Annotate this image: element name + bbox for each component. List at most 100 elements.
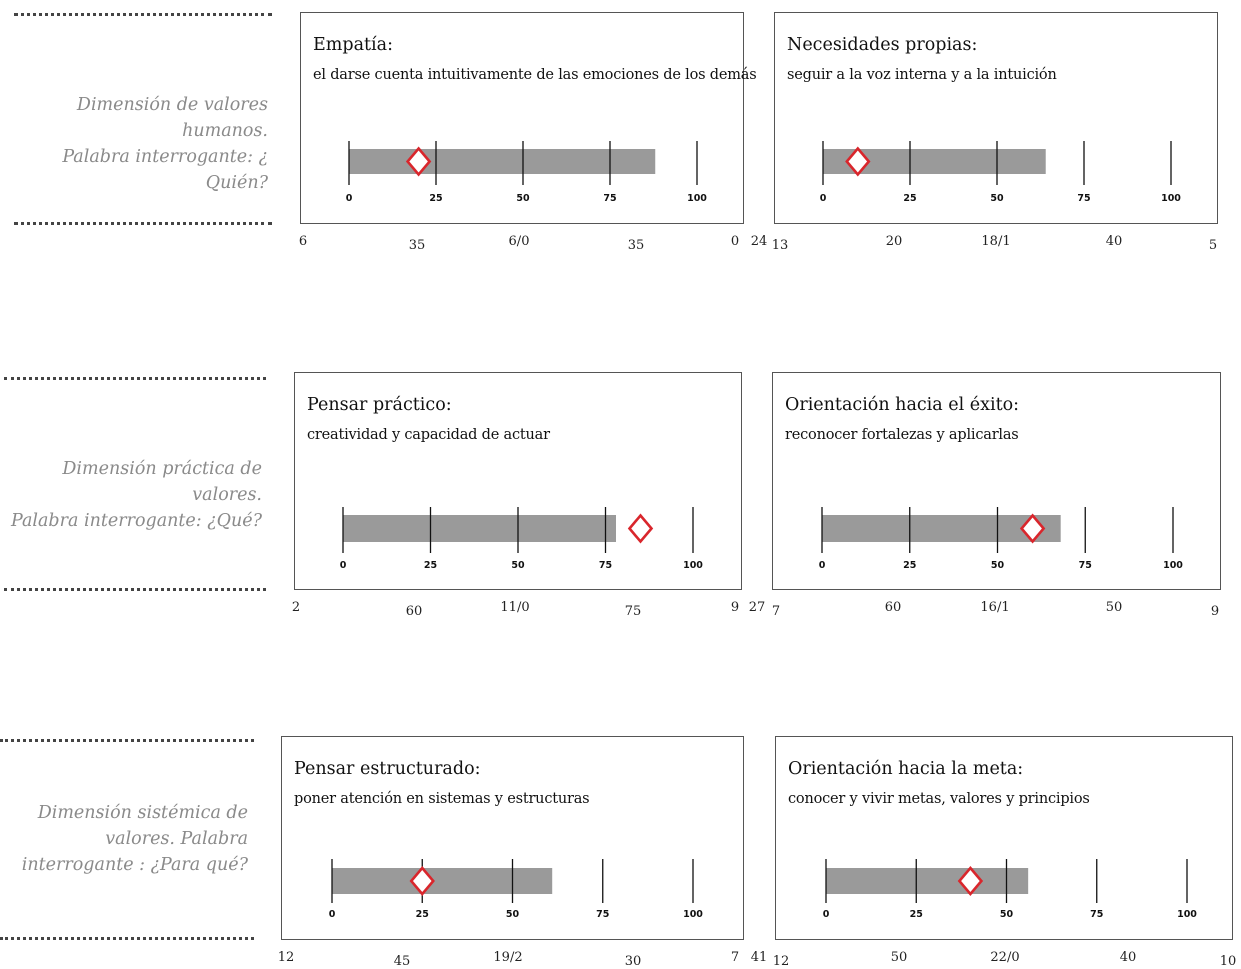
tick-label: 100 (683, 909, 703, 920)
dimension-label-line: Dimensión de valores humanos. (76, 95, 268, 141)
tick-label: 25 (424, 560, 437, 571)
dotted-separator (14, 13, 272, 16)
bottom-number: 0 (730, 234, 740, 249)
tick-label: 0 (823, 909, 830, 920)
tick-label: 75 (1090, 909, 1103, 920)
tick-label: 75 (596, 909, 609, 920)
bottom-number: 7 (730, 950, 740, 965)
tick-label: 50 (516, 193, 530, 204)
bottom-number: 40 (1119, 950, 1137, 965)
chart-panel-empatia: Empatía: el darse cuenta intuitivamente … (300, 12, 757, 224)
tick-label: 25 (903, 560, 916, 571)
chart-panel-necesidades-propias: Necesidades propias: seguir a la voz int… (774, 12, 1218, 224)
dotted-separator (4, 377, 266, 380)
tick-label: 0 (819, 560, 826, 571)
tick-label: 25 (903, 193, 916, 204)
gauge-chart: 0 25 50 75 100 (329, 859, 703, 920)
chart-panel-pensar-estructurado: Pensar estructurado: poner atención en s… (281, 736, 744, 940)
bottom-number: 35 (408, 238, 426, 253)
chart-title: Orientación hacia la meta: (788, 759, 1024, 779)
dotted-separator (4, 588, 266, 591)
dimension-label-human: Dimensión de valores humanos. Palabra in… (4, 92, 268, 196)
value-bar (826, 868, 1029, 894)
gauge-chart: 0 25 50 75 100 (346, 141, 707, 204)
chart-panel-pensar-practico: Pensar práctico: creatividad y capacidad… (294, 372, 742, 590)
tick-label: 100 (683, 560, 703, 571)
bottom-number: 9 (1210, 604, 1220, 619)
bottom-number: 11/0 (500, 600, 530, 615)
bottom-number: 24 (750, 234, 768, 249)
chart-title: Empatía: (313, 35, 393, 55)
dimension-label-line: Dimensión práctica de valores. (62, 459, 262, 505)
bottom-number: 19/2 (493, 950, 523, 965)
tick-label: 50 (1000, 909, 1014, 920)
tick-label: 100 (1161, 193, 1181, 204)
tick-label: 100 (687, 193, 707, 204)
chart-subtitle: el darse cuenta intuitivamente de las em… (313, 67, 757, 83)
dimension-label-line: Palabra interrogante: ¿Qué? (10, 511, 262, 531)
tick-label: 25 (910, 909, 923, 920)
chart-panel-orientacion-meta: Orientación hacia la meta: conocer y viv… (775, 736, 1233, 940)
score-marker (405, 146, 432, 177)
chart-title: Pensar práctico: (307, 395, 452, 415)
value-bar (343, 515, 616, 542)
bottom-number: 12 (277, 950, 295, 965)
value-bar (349, 149, 656, 174)
score-marker (1019, 513, 1046, 544)
chart-subtitle: creatividad y capacidad de actuar (307, 427, 550, 443)
bottom-number: 6/0 (508, 234, 530, 249)
chart-subtitle: seguir a la voz interna y a la intuición (787, 67, 1057, 83)
dotted-separator (0, 937, 254, 940)
dotted-separator (0, 739, 254, 742)
tick-label: 100 (1177, 909, 1197, 920)
dimension-label-systemic: Dimensión sistémica de valores. Palabra … (2, 800, 248, 878)
bottom-number: 50 (1105, 600, 1123, 615)
gauge-chart: 0 25 50 75 100 (820, 141, 1181, 204)
bottom-number: 45 (393, 954, 411, 969)
bottom-number: 9 (730, 600, 740, 615)
bottom-number: 27 (748, 600, 766, 615)
tick-label: 25 (416, 909, 429, 920)
tick-label: 50 (991, 560, 1005, 571)
bottom-number: 16/1 (980, 600, 1010, 615)
bottom-number: 2 (291, 600, 301, 615)
bottom-number: 40 (1105, 234, 1123, 249)
chart-subtitle: poner atención en sistemas y estructuras (294, 791, 590, 807)
tick-label: 0 (346, 193, 353, 204)
tick-label: 75 (599, 560, 612, 571)
tick-label: 25 (429, 193, 442, 204)
gauge-chart: 0 25 50 75 100 (823, 859, 1197, 920)
bottom-number: 35 (627, 238, 645, 253)
dimension-label-line: Palabra interrogante: ¿ Quién? (62, 147, 268, 193)
bottom-number: 6 (298, 234, 308, 249)
bottom-number: 18/1 (981, 234, 1011, 249)
tick-label: 100 (1163, 560, 1183, 571)
chart-title: Necesidades propias: (787, 35, 978, 55)
tick-label: 0 (340, 560, 347, 571)
dimension-label-line: valores. Palabra (105, 829, 248, 849)
gauge-chart: 0 25 50 75 100 (340, 507, 703, 571)
chart-subtitle: conocer y vivir metas, valores y princip… (788, 791, 1090, 807)
bottom-number: 20 (885, 234, 903, 249)
tick-label: 50 (990, 193, 1004, 204)
chart-subtitle: reconocer fortalezas y aplicarlas (785, 427, 1019, 443)
tick-label: 75 (1079, 560, 1092, 571)
bottom-number: 22/0 (990, 950, 1020, 965)
gauge-chart: 0 25 50 75 100 (819, 507, 1183, 571)
bottom-number: 60 (884, 600, 902, 615)
tick-label: 0 (820, 193, 827, 204)
bottom-number: 10 (1219, 954, 1237, 969)
bottom-number: 13 (771, 238, 789, 253)
bottom-number: 30 (624, 954, 642, 969)
tick-label: 50 (506, 909, 520, 920)
bottom-number: 12 (772, 954, 790, 969)
bottom-number: 60 (405, 604, 423, 619)
dimension-label-practical: Dimensión práctica de valores. Palabra i… (2, 456, 262, 534)
bottom-number: 5 (1208, 238, 1218, 253)
score-marker (409, 865, 435, 897)
tick-label: 75 (603, 193, 616, 204)
bottom-number: 75 (624, 604, 642, 619)
value-bar (332, 868, 553, 894)
score-marker (845, 146, 871, 177)
bottom-number: 41 (750, 950, 768, 965)
